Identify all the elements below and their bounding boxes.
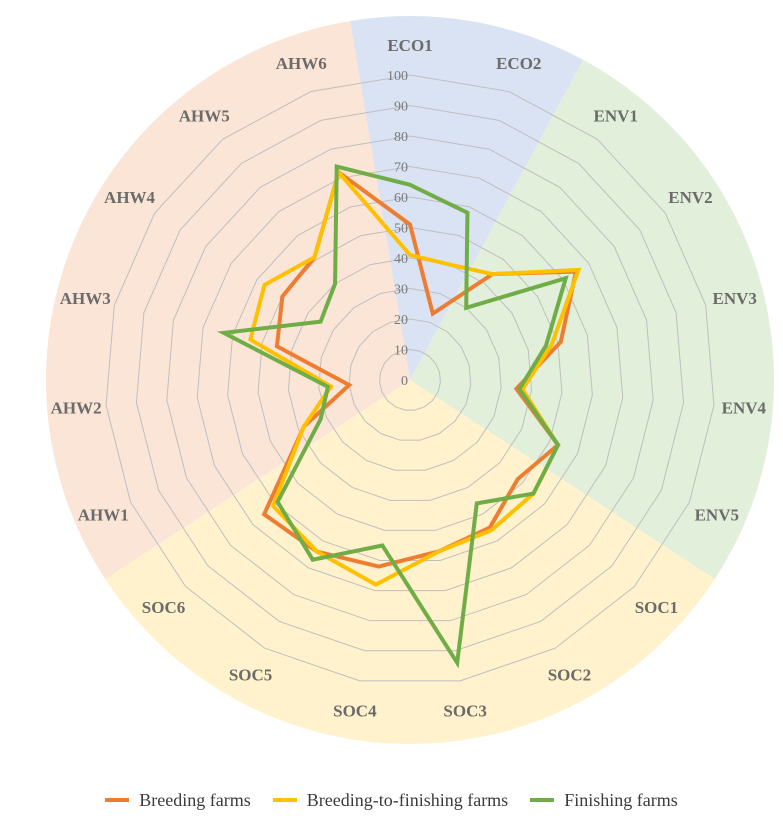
tick-label-70: 70: [394, 161, 408, 176]
tick-label-20: 20: [394, 313, 408, 328]
gridline-50: [257, 226, 563, 531]
series-line-3: [216, 163, 569, 669]
legend-label-finishing: Finishing farms: [564, 789, 678, 810]
axis-label-soc6: SOC6: [142, 598, 185, 617]
axis-label-soc4: SOC4: [333, 701, 377, 720]
axis-label-env2: ENV2: [668, 188, 712, 207]
gridline-100: [105, 74, 715, 682]
sector-ahw: [45, 20, 410, 580]
axis-label-ahw4: AHW4: [104, 188, 156, 207]
gridline-80: [166, 135, 654, 622]
tick-label-80: 80: [394, 130, 408, 145]
gridline-10: [379, 348, 441, 411]
axis-label-env1: ENV1: [594, 107, 638, 126]
axis-label-ahw1: AHW1: [78, 506, 129, 525]
tick-label-100: 100: [387, 69, 408, 84]
legend-label-breeding-to-finishing: Breeding-to-finishing farms: [306, 789, 509, 810]
axis-label-ahw3: AHW3: [60, 289, 111, 308]
axis-label-soc2: SOC2: [548, 666, 591, 685]
legend-label-breeding: Breeding farms: [139, 789, 251, 810]
legend: Breeding farms Breeding-to-finishing far…: [0, 784, 783, 816]
sector-soc: [105, 380, 715, 744]
tick-label-90: 90: [394, 100, 408, 115]
axis-label-soc3: SOC3: [443, 701, 486, 720]
radar-chart-svg: 0 10 20 30 40 50 60 70 80 90 100 ECO1 ECO2 ENV1 ENV2 EN…: [45, 15, 774, 744]
axis-label-ahw6: AHW6: [276, 54, 327, 73]
legend-item-finishing: Finishing farms: [530, 790, 678, 811]
axis-label-soc5: SOC5: [229, 666, 272, 685]
tick-label-60: 60: [394, 191, 408, 206]
gridline-40: [287, 257, 533, 501]
axis-label-eco1: ECO1: [387, 36, 432, 55]
gridline-20: [348, 318, 472, 441]
tick-label-10: 10: [394, 344, 408, 359]
series-line-2: [248, 168, 582, 587]
legend-swatch-breeding-to-finishing: [272, 798, 297, 802]
axis-label-env5: ENV5: [695, 506, 739, 525]
axis-label-ahw2: AHW2: [51, 399, 102, 418]
tick-label-30: 30: [394, 283, 408, 298]
tick-label-50: 50: [394, 222, 408, 237]
legend-swatch-breeding: [105, 798, 130, 802]
axis-label-env4: ENV4: [722, 399, 767, 418]
axis-label-env3: ENV3: [713, 289, 757, 308]
sector-env: [410, 59, 774, 580]
axis-label-soc1: SOC1: [635, 598, 678, 617]
legend-item-breeding: Breeding farms: [105, 789, 251, 811]
tick-label-40: 40: [394, 252, 408, 267]
gridline-30: [318, 287, 502, 471]
legend-item-breeding-to-finishing: Breeding-to-finishing farms: [272, 789, 509, 811]
axis-label-eco2: ECO2: [496, 54, 541, 73]
legend-swatch-finishing: [530, 798, 555, 802]
tick-label-0: 0: [401, 374, 408, 389]
gridline-90: [135, 104, 685, 652]
axis-label-ahw5: AHW5: [179, 107, 230, 126]
